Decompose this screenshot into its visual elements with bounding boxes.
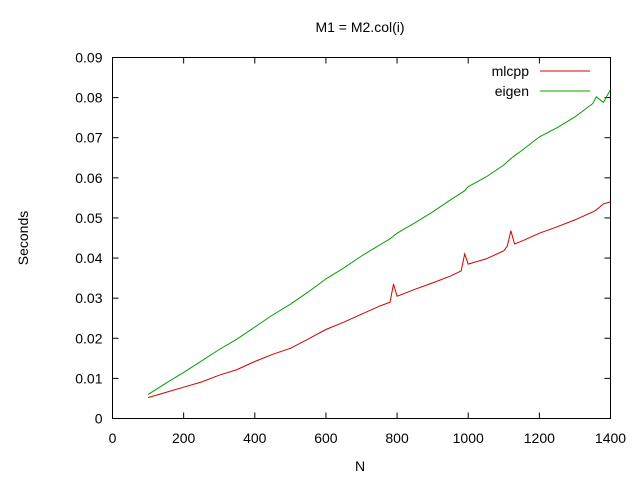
- y-tick-label: 0: [95, 411, 103, 427]
- y-tick-label: 0.08: [75, 90, 102, 106]
- series-line-mlcpp: [147, 201, 611, 399]
- y-tick-label: 0.05: [75, 210, 102, 226]
- x-tick-label: 400: [243, 430, 267, 446]
- series-line-eigen: [147, 89, 611, 395]
- x-axis-label: N: [355, 458, 365, 474]
- series-lines: [147, 89, 611, 399]
- x-tick-label: 200: [172, 430, 196, 446]
- x-tick-label: 1200: [524, 430, 555, 446]
- y-tick-label: 0.04: [75, 250, 102, 266]
- y-tick-label: 0.01: [75, 370, 102, 386]
- y-tick-label: 0.02: [75, 330, 102, 346]
- x-tick-label: 600: [314, 430, 338, 446]
- x-tick-label: 800: [385, 430, 409, 446]
- plot-frame: [112, 57, 611, 419]
- x-tick-label: 0: [109, 430, 117, 446]
- axis-ticks: 0 200 400 600 800 1000 1200 1400 0 0.01 0.02 0.03 0.…: [75, 50, 626, 447]
- y-axis-label: Seconds: [15, 211, 31, 265]
- legend: mlcpp eigen: [492, 63, 590, 99]
- x-tick-label: 1000: [453, 430, 484, 446]
- legend-label-eigen: eigen: [495, 83, 529, 99]
- y-tick-label: 0.06: [75, 170, 102, 186]
- y-tick-label: 0.07: [75, 130, 102, 146]
- chart-title: M1 = M2.col(i): [315, 19, 404, 35]
- y-tick-label: 0.03: [75, 290, 102, 306]
- x-tick-label: 1400: [595, 430, 626, 446]
- legend-label-mlcpp: mlcpp: [492, 63, 530, 79]
- y-tick-label: 0.09: [75, 50, 102, 66]
